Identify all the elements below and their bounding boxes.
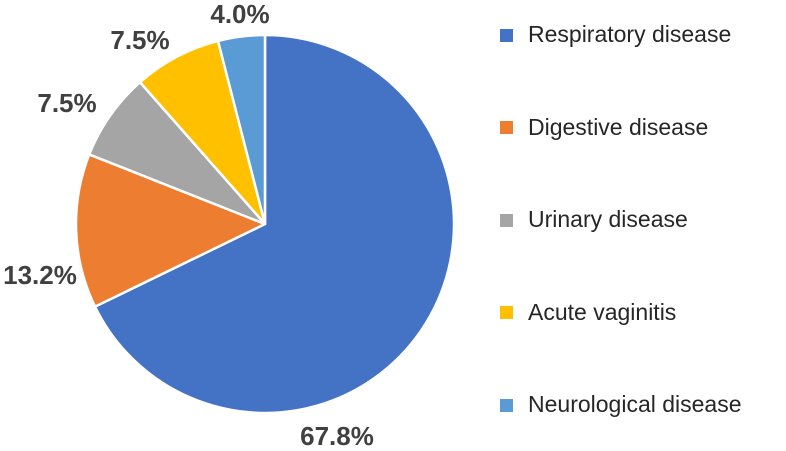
pie-slice: [93, 33, 456, 415]
legend-item: Urinary disease: [500, 206, 742, 234]
data-label: 4.0%: [210, 0, 270, 29]
pie-slice: [74, 153, 267, 308]
legend-marker: [500, 398, 513, 412]
legend-item: Neurological disease: [500, 391, 742, 419]
legend-label: Acute vaginitis: [528, 298, 677, 325]
data-label: 13.2%: [3, 260, 77, 290]
legend-marker: [500, 28, 513, 42]
legend-label: Neurological disease: [528, 391, 742, 418]
legend-label: Respiratory disease: [528, 21, 732, 48]
legend-label: Digestive disease: [528, 113, 709, 140]
data-label: 7.5%: [37, 88, 97, 118]
legend-item: Digestive disease: [500, 114, 742, 142]
legend-item: Respiratory disease: [500, 21, 742, 49]
legend-marker: [500, 306, 513, 319]
legend: Respiratory disease Digestive disease Ur…: [500, 21, 742, 419]
legend-label: Urinary disease: [528, 206, 688, 233]
data-label: 67.8%: [300, 421, 374, 451]
legend-marker: [500, 121, 513, 134]
legend-item: Acute vaginitis: [500, 299, 742, 327]
legend-marker: [500, 213, 513, 227]
pie-slice: [216, 33, 267, 226]
data-label: 7.5%: [110, 25, 170, 55]
